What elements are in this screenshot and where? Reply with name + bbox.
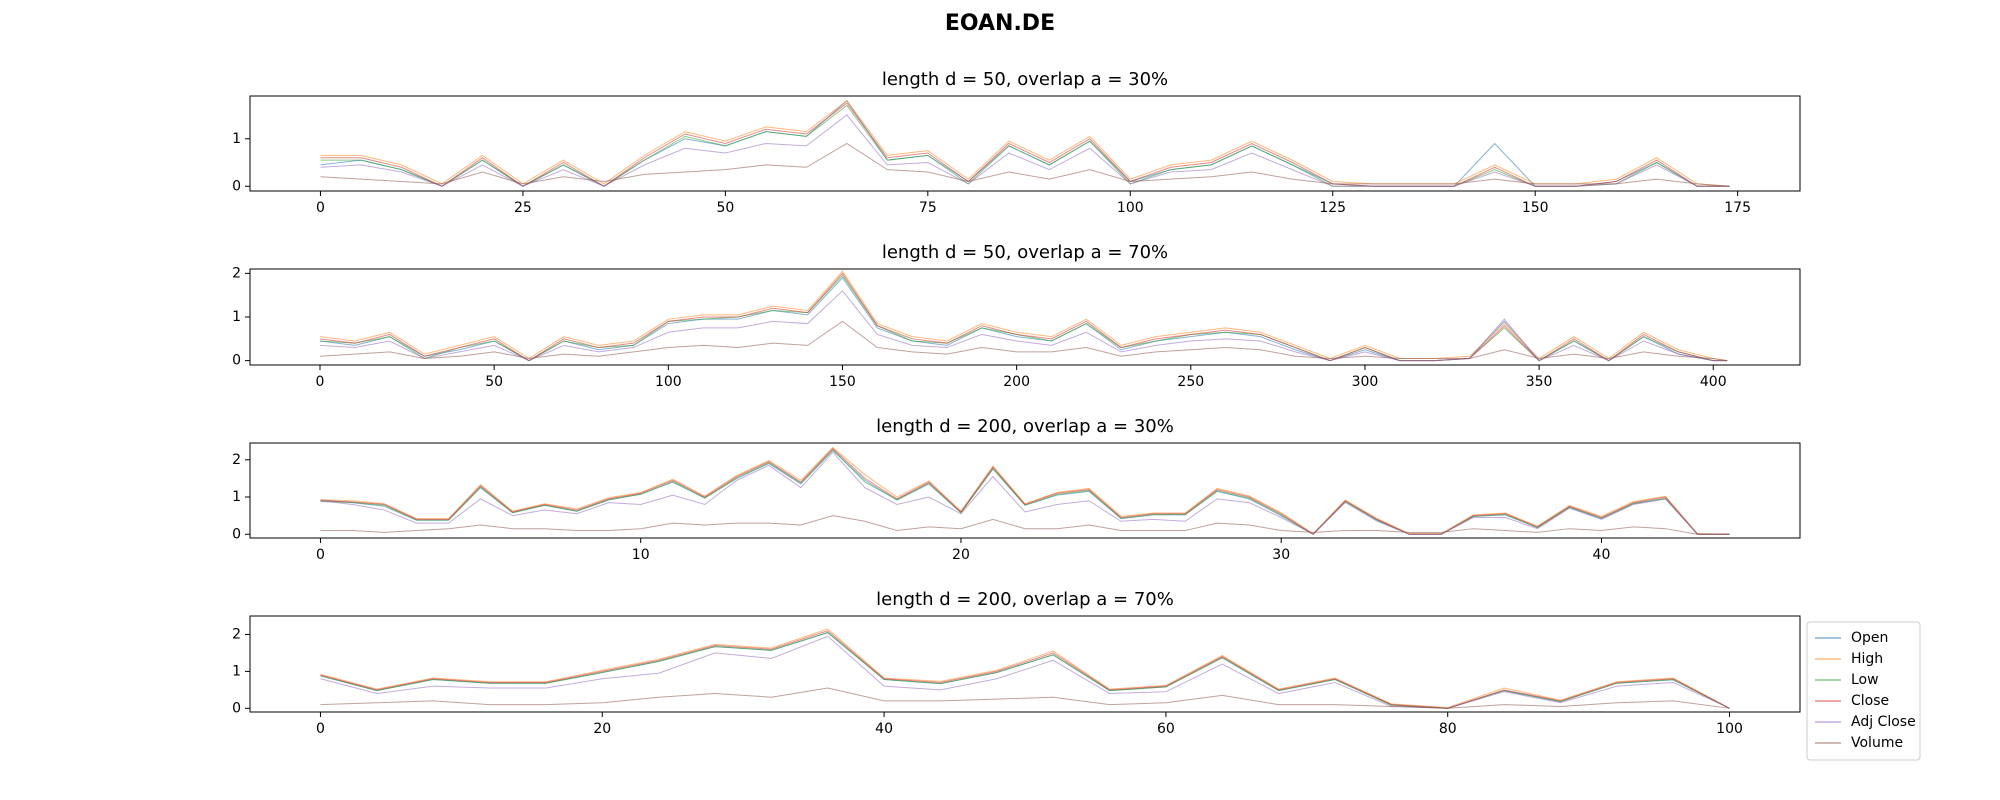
- legend-box: [1806, 621, 1921, 761]
- series-line: [320, 448, 1730, 535]
- x-tick-label: 20: [952, 547, 970, 563]
- series-line: [320, 100, 1730, 187]
- x-tick-label: 125: [1319, 200, 1346, 216]
- legend-label: Volume: [1851, 735, 1903, 751]
- x-tick-label: 100: [1117, 200, 1144, 216]
- x-tick-label: 30: [1272, 547, 1290, 563]
- x-tick-label: 300: [1352, 374, 1379, 390]
- legend-label: Open: [1851, 630, 1888, 646]
- y-tick-label: 1: [232, 131, 241, 147]
- subplot-title: length d = 50, overlap a = 70%: [882, 242, 1168, 263]
- series-line: [320, 114, 1730, 187]
- series-line: [320, 632, 1730, 709]
- axes-frame: [249, 268, 1801, 366]
- x-tick-label: 80: [1439, 721, 1457, 737]
- subplot-title: length d = 200, overlap a = 70%: [876, 589, 1174, 610]
- x-tick-label: 0: [316, 374, 325, 390]
- y-tick-label: 0: [232, 353, 241, 369]
- y-tick-label: 0: [232, 700, 241, 716]
- x-tick-label: 40: [875, 721, 893, 737]
- axes-frame: [249, 615, 1801, 713]
- x-tick-label: 75: [919, 200, 937, 216]
- x-tick-label: 150: [829, 374, 856, 390]
- series-line: [320, 630, 1730, 709]
- legend-label: Low: [1851, 672, 1879, 688]
- legend-label: Close: [1851, 693, 1889, 709]
- subplot-title: length d = 50, overlap a = 30%: [882, 69, 1168, 90]
- series-line: [320, 104, 1730, 187]
- series-line: [319, 320, 1728, 362]
- x-tick-label: 50: [716, 200, 734, 216]
- legend-label: Adj Close: [1851, 714, 1916, 730]
- legend-label: High: [1851, 651, 1883, 667]
- series-line: [320, 447, 1730, 535]
- series-line: [320, 102, 1730, 187]
- subplot-title: length d = 200, overlap a = 30%: [876, 416, 1174, 437]
- x-tick-label: 10: [632, 547, 650, 563]
- y-tick-label: 0: [232, 526, 241, 542]
- y-tick-label: 2: [232, 265, 241, 281]
- series-line: [319, 274, 1728, 362]
- x-tick-label: 20: [593, 721, 611, 737]
- x-tick-label: 50: [485, 374, 503, 390]
- axes-frame: [249, 95, 1801, 192]
- x-tick-label: 60: [1157, 721, 1175, 737]
- x-tick-label: 40: [1593, 547, 1611, 563]
- series-line: [320, 628, 1730, 709]
- y-tick-label: 0: [232, 178, 241, 194]
- x-tick-label: 100: [655, 374, 682, 390]
- x-tick-label: 0: [316, 721, 325, 737]
- x-tick-label: 200: [1003, 374, 1030, 390]
- series-line: [320, 451, 1730, 535]
- series-line: [319, 272, 1728, 362]
- x-tick-label: 250: [1177, 374, 1204, 390]
- x-tick-label: 0: [316, 200, 325, 216]
- y-tick-label: 1: [232, 663, 241, 679]
- x-tick-label: 175: [1724, 200, 1751, 216]
- series-line: [320, 635, 1730, 709]
- x-tick-label: 100: [1716, 721, 1743, 737]
- x-tick-label: 25: [514, 200, 532, 216]
- x-tick-label: 400: [1700, 374, 1727, 390]
- series-line: [320, 515, 1730, 535]
- x-tick-label: 0: [316, 547, 325, 563]
- figure-title: EOAN.DE: [945, 11, 1055, 36]
- series-line: [319, 270, 1728, 362]
- series-line: [320, 687, 1730, 709]
- y-tick-label: 2: [232, 452, 241, 468]
- y-tick-label: 1: [232, 309, 241, 325]
- series-line: [319, 290, 1728, 362]
- y-tick-label: 1: [232, 489, 241, 505]
- y-tick-label: 2: [232, 626, 241, 642]
- x-tick-label: 150: [1522, 200, 1549, 216]
- series-line: [320, 142, 1730, 187]
- x-tick-label: 350: [1526, 374, 1553, 390]
- axes-frame: [249, 442, 1801, 539]
